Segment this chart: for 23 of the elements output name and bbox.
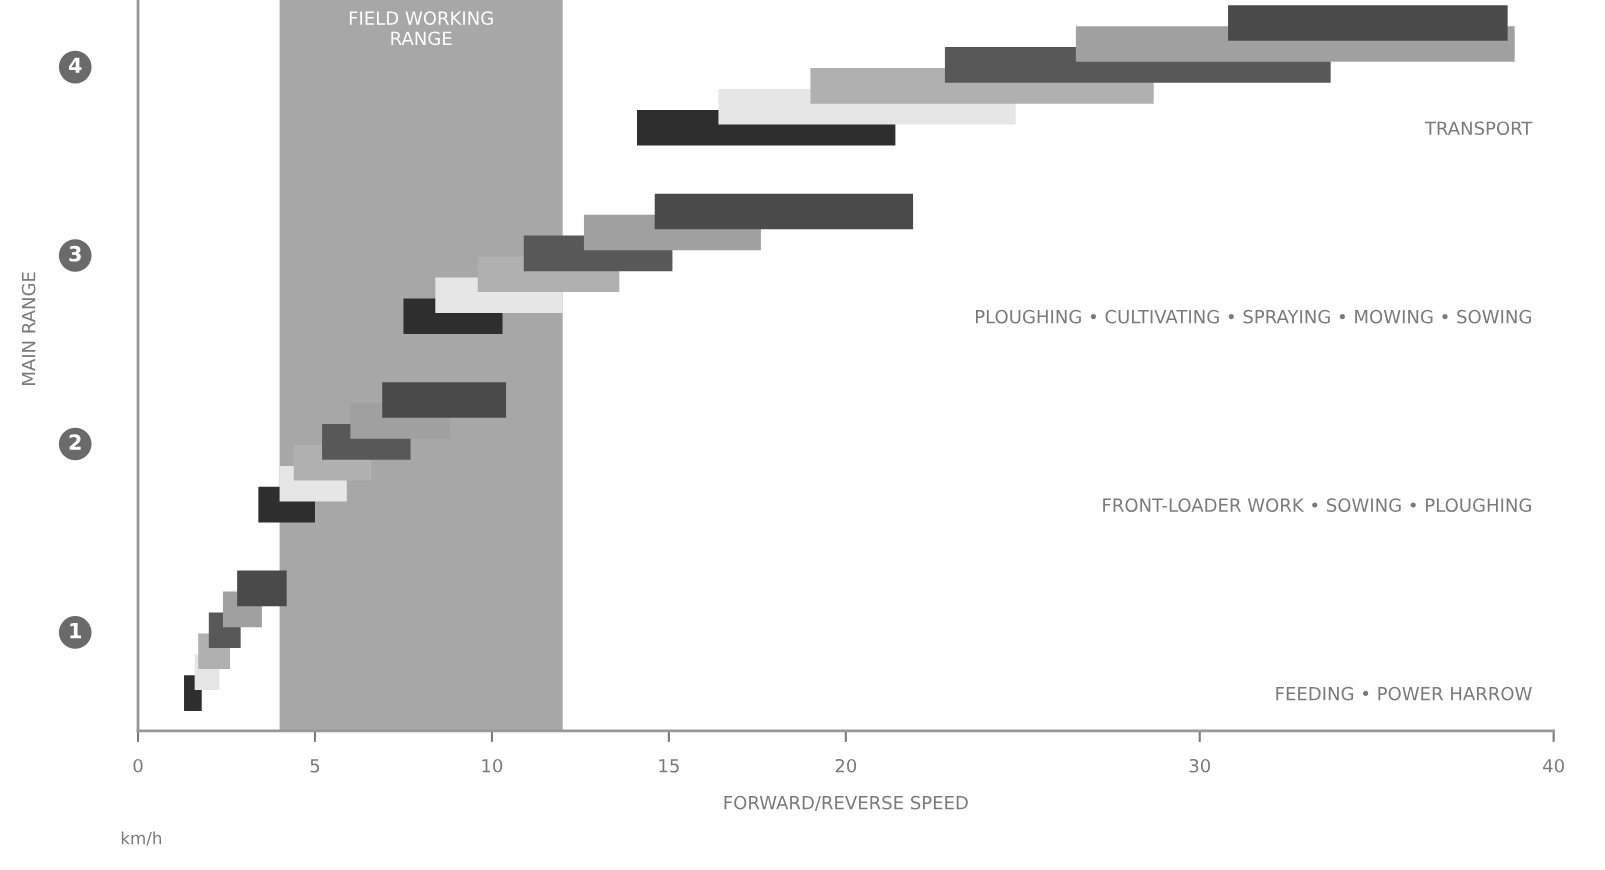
bar [382, 382, 507, 418]
x-tick-label: 10 [482, 758, 503, 773]
bar [237, 570, 287, 607]
annotation: FEEDING • POWER HARROW [1276, 686, 1532, 701]
bar [654, 193, 914, 230]
x-tick-label: 15 [659, 759, 679, 773]
x-tick-label: 20 [835, 758, 857, 773]
annotation: TRANSPORT [1424, 121, 1533, 136]
y-tick-label: 1 [70, 623, 82, 639]
y-tick-label: 4 [68, 57, 82, 73]
band-label: FIELD WORKING RANGE [349, 11, 493, 46]
y-axis-title: MAIN RANGE [21, 272, 36, 385]
annotation: PLOUGHING • CULTIVATING • SPRAYING • MOWING • SOWING [976, 309, 1531, 324]
annotation: FRONT-LOADER WORK • SOWING • PLOUGHING [1103, 498, 1531, 512]
x-tick-label: 40 [1543, 758, 1564, 773]
x-tick-label: 5 [310, 759, 320, 773]
bar [1228, 5, 1508, 41]
y-tick-label: 3 [69, 245, 81, 262]
x-tick-label: 0 [133, 758, 143, 773]
x-axis-title: FORWARD/REVERSE SPEED [724, 795, 968, 811]
y-tick-label: 2 [69, 434, 81, 450]
x-tick-label: 30 [1189, 758, 1211, 773]
text: km/h [121, 831, 162, 846]
